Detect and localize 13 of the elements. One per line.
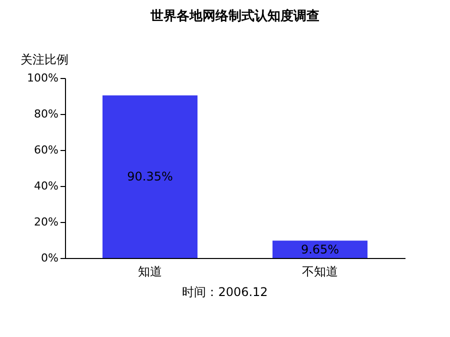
- y-axis-title: 关注比例: [20, 52, 68, 66]
- x-tick-label: 知道: [138, 264, 162, 278]
- y-tick-label: 40%: [34, 180, 58, 192]
- data-label: 9.65%: [300, 242, 340, 256]
- chart-title: 世界各地网络制式认知度调查: [150, 8, 320, 24]
- y-tick-label: 100%: [27, 72, 58, 84]
- y-tick-label: 80%: [34, 108, 58, 120]
- data-label: 90.35%: [127, 170, 173, 184]
- y-tick-label: 60%: [34, 144, 58, 156]
- y-tick-label: 0%: [41, 252, 58, 264]
- text: 时间：2006.12: [181, 284, 269, 301]
- x-tick-label: 不知道: [302, 264, 338, 278]
- y-tick-label: 20%: [34, 216, 58, 228]
